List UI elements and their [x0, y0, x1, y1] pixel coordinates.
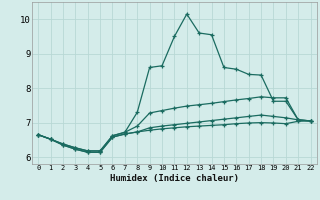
- X-axis label: Humidex (Indice chaleur): Humidex (Indice chaleur): [110, 174, 239, 183]
